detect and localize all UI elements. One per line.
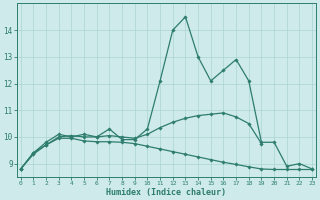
X-axis label: Humidex (Indice chaleur): Humidex (Indice chaleur): [107, 188, 227, 197]
